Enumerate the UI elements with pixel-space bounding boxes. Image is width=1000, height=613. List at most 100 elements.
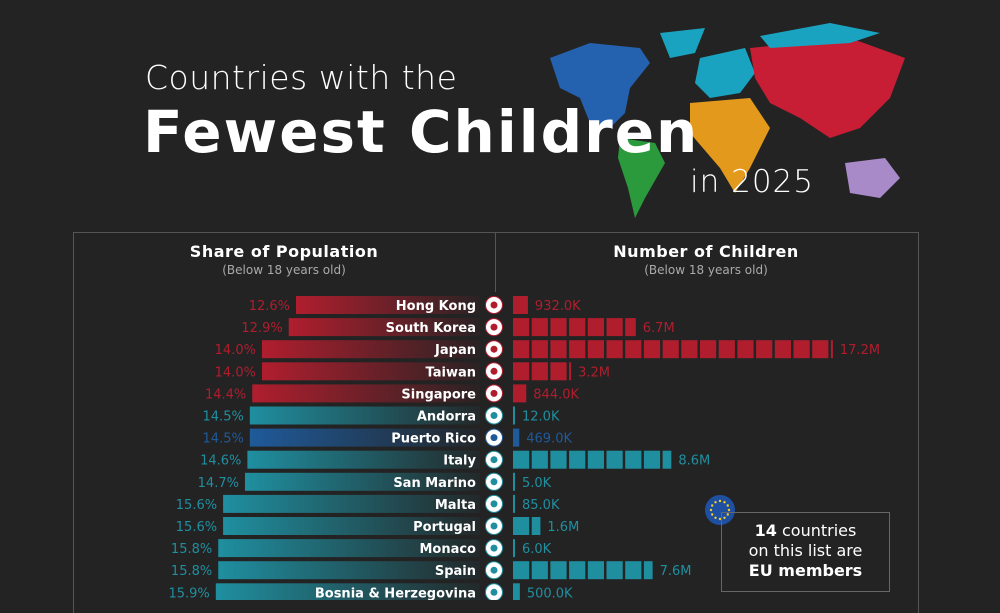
- eu-text-2: on this list are: [748, 541, 863, 560]
- country-label: Hong Kong: [396, 299, 476, 314]
- north-america-shape: [550, 43, 650, 128]
- children-block: [793, 340, 810, 359]
- eu-star: [718, 517, 722, 521]
- flag-emblem: [490, 389, 498, 397]
- children-block: [531, 362, 548, 381]
- children-block: [550, 362, 567, 381]
- flag-emblem: [490, 345, 498, 353]
- share-label: 15.6%: [176, 520, 217, 535]
- country-label: Puerto Rico: [391, 432, 476, 447]
- children-block: [625, 450, 642, 469]
- africa-shape: [690, 98, 770, 193]
- children-block: [513, 517, 530, 535]
- flag-emblem: [490, 588, 498, 596]
- eu-note: 14 countries on this list are EU members: [721, 512, 890, 592]
- children-block-partial: [830, 340, 833, 359]
- flag-emblem: [490, 434, 498, 442]
- children-block-partial: [625, 318, 636, 337]
- children-block: [700, 340, 717, 359]
- left-header-subtitle: (Below 18 years old): [222, 263, 346, 277]
- children-block-partial: [513, 428, 520, 447]
- children-block: [531, 561, 548, 580]
- panel-divider: [495, 232, 496, 292]
- country-label: South Korea: [386, 321, 476, 336]
- children-label: 85.0K: [522, 498, 560, 513]
- children-block: [606, 450, 623, 469]
- share-label: 14.5%: [203, 432, 244, 447]
- children-block: [718, 340, 735, 359]
- share-bar: [261, 362, 480, 381]
- share-label: 12.9%: [241, 321, 282, 336]
- children-block-partial: [513, 406, 515, 425]
- children-block: [531, 340, 548, 359]
- children-label: 8.6M: [678, 454, 710, 469]
- children-block: [643, 450, 661, 469]
- children-block: [643, 340, 661, 359]
- world-map-illustration: [550, 23, 905, 218]
- children-block: [587, 561, 604, 580]
- share-label: 15.6%: [176, 498, 217, 513]
- eu-star: [709, 508, 713, 512]
- eu-star: [726, 504, 729, 507]
- children-block: [569, 450, 586, 469]
- children-block: [606, 340, 623, 359]
- title-line-1: Countries with the: [145, 58, 458, 97]
- australia-shape: [845, 158, 900, 198]
- eu-text-3: EU members: [748, 561, 863, 580]
- share-bar: [249, 406, 480, 425]
- children-block: [625, 340, 642, 359]
- eu-star: [723, 516, 726, 519]
- children-block: [606, 561, 623, 580]
- eu-star: [714, 516, 717, 519]
- children-label: 844.0K: [533, 387, 579, 402]
- share-label: 14.5%: [203, 410, 244, 425]
- flag-emblem: [490, 544, 498, 552]
- share-bar: [215, 583, 480, 600]
- children-block: [550, 340, 567, 359]
- flag-emblem: [490, 478, 498, 486]
- share-bar: [249, 428, 480, 447]
- share-label: 14.7%: [198, 476, 239, 491]
- children-block-partial: [569, 362, 572, 381]
- children-block-partial: [531, 517, 541, 535]
- children-block: [513, 561, 530, 580]
- share-label: 12.6%: [249, 299, 290, 314]
- flag-emblem: [490, 500, 498, 508]
- share-label: 14.6%: [200, 454, 241, 469]
- eu-star: [727, 508, 731, 512]
- children-block-partial: [513, 472, 515, 491]
- flag-emblem: [490, 522, 498, 530]
- children-block-partial: [513, 583, 520, 600]
- children-block: [774, 340, 791, 359]
- eu-star: [714, 501, 717, 504]
- children-block: [812, 340, 829, 359]
- country-label: San Marino: [393, 476, 476, 491]
- children-block-partial: [513, 539, 515, 558]
- eu-star: [711, 513, 714, 516]
- children-label: 7.6M: [660, 564, 692, 579]
- country-label: Portugal: [413, 520, 476, 535]
- share-label: 14.0%: [215, 365, 256, 380]
- title-line-3: in 2025: [690, 164, 815, 200]
- flag-emblem: [490, 323, 498, 331]
- asia-shape: [750, 38, 905, 138]
- right-header-title: Number of Children: [613, 242, 799, 261]
- share-bar: [261, 340, 480, 359]
- south-america-shape: [618, 138, 665, 218]
- share-bar: [244, 472, 480, 491]
- children-label: 5.0K: [522, 476, 552, 491]
- share-bar: [296, 296, 480, 314]
- children-label: 500.0K: [527, 586, 573, 600]
- children-block: [569, 561, 586, 580]
- children-block-partial: [643, 561, 653, 580]
- share-bar: [247, 450, 480, 469]
- share-label: 15.9%: [168, 586, 209, 600]
- children-block-partial: [513, 296, 528, 314]
- share-bar: [218, 561, 481, 580]
- eu-star: [726, 513, 729, 516]
- children-label: 6.0K: [522, 542, 552, 557]
- children-block: [737, 340, 754, 359]
- children-block: [550, 561, 567, 580]
- chart-panel: [73, 232, 919, 613]
- bar-chart: 12.6% Hong Kong 932.0K 12.9% South Korea 6.7M…: [168, 296, 880, 600]
